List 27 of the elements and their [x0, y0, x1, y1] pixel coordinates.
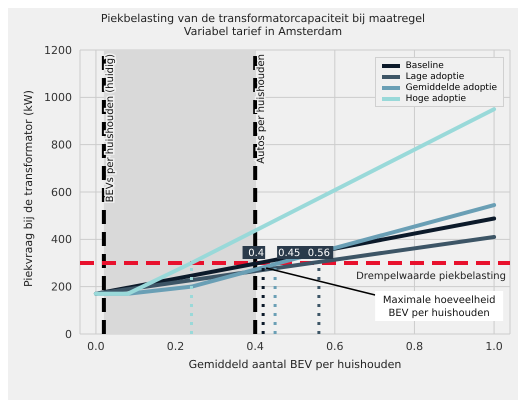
y-tick-label: 1200 — [44, 44, 72, 57]
y-tick-label: 0 — [65, 328, 72, 341]
x-axis-title: Gemiddeld aantal BEV per huishouden — [188, 358, 402, 371]
ref-line-label: Drempelwaarde piekbelasting — [356, 271, 506, 282]
legend-label: Baseline — [406, 60, 444, 70]
x-tick-label: 0.8 — [406, 340, 424, 353]
legend-label: Gemiddelde adoptie — [406, 82, 497, 92]
chart-title: Piekbelasting van de transformatorcapaciteit bij maatregel Variabel tarief in Amsterdam — [100, 12, 426, 38]
annotation: Maximale hoeveelheid BEV per huishouden — [382, 295, 496, 319]
ref-line-label: BEVs per huishouden (huidig) — [104, 54, 116, 202]
y-tick-label: 200 — [51, 280, 72, 294]
y-tick-label: 1000 — [44, 91, 72, 104]
legend-label: Hoge adoptie — [406, 94, 466, 104]
y-tick-label: 800 — [51, 138, 72, 152]
y-axis-title: Piekvraag bij de transformator (kW) — [22, 90, 35, 287]
y-tick-label: 600 — [51, 186, 72, 199]
x-tick-label: 1.0 — [485, 340, 503, 353]
annotation: 0.4 — [248, 248, 264, 259]
annotation: 0.56 — [308, 248, 330, 259]
x-tick-label: 0.4 — [246, 340, 264, 353]
y-tick-label: 400 — [51, 233, 72, 246]
ref-line-label: Autos per huishouden — [256, 54, 268, 164]
annotation: 0.45 — [278, 248, 300, 259]
legend-label: Lage adoptie — [406, 72, 464, 82]
x-tick-label: 0.0 — [87, 340, 105, 353]
x-tick-label: 0.6 — [326, 340, 344, 353]
x-tick-label: 0.2 — [166, 340, 184, 353]
